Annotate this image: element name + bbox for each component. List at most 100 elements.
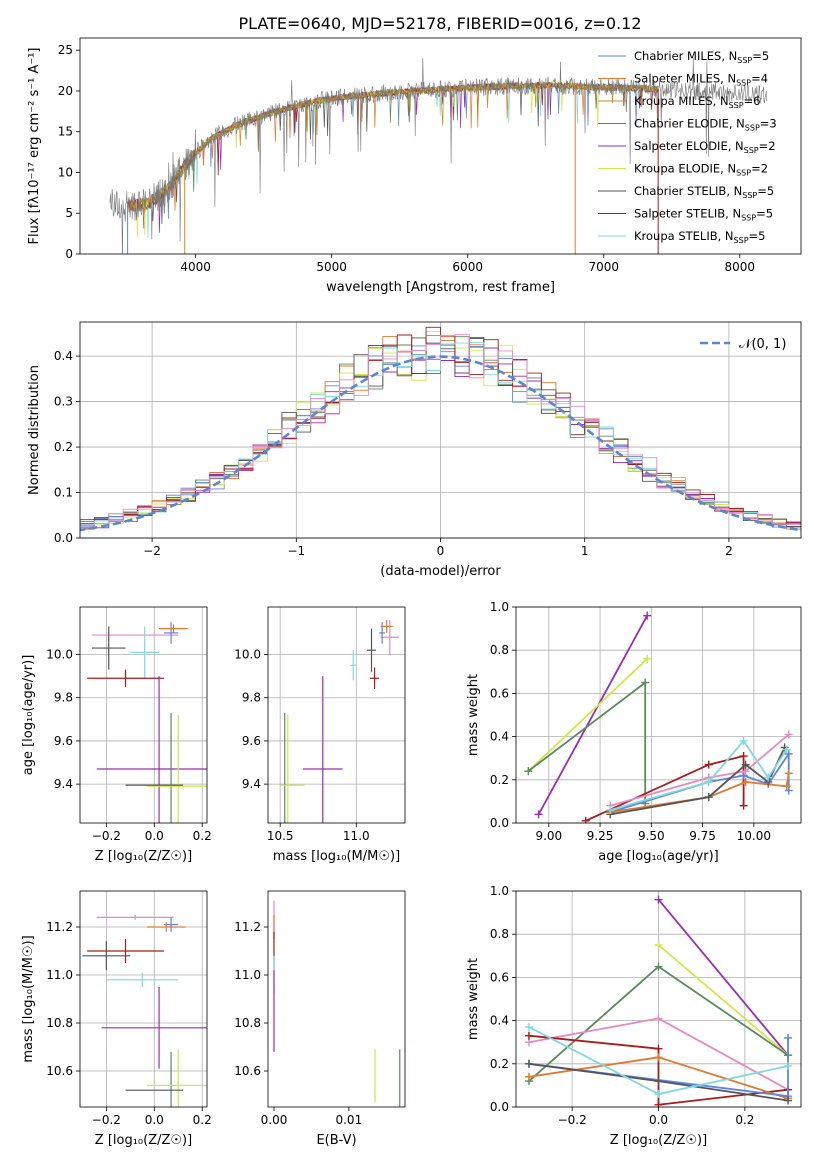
- observed-spectrum-line: [109, 57, 767, 254]
- y-tick-label: 10.8: [234, 1016, 261, 1030]
- plot-area: [280, 619, 399, 823]
- y-tick-label: 9.6: [54, 734, 73, 748]
- y-tick-label: 11.0: [234, 968, 261, 982]
- grid-lines: [80, 891, 207, 1107]
- weight-series-marker: [654, 962, 663, 971]
- y-tick-label: 25: [58, 43, 73, 57]
- grid-lines: [516, 606, 801, 824]
- x-tick-label: 8000: [725, 260, 756, 274]
- errorbar-point: [366, 628, 377, 672]
- y-axis-label: Normed distribution: [27, 365, 42, 495]
- y-tick-label: 10.8: [46, 1016, 73, 1030]
- grid-lines: [268, 607, 405, 823]
- y-tick-label: 9.8: [54, 691, 73, 705]
- x-tick-label: 11.0: [343, 829, 370, 843]
- weight-series-line: [610, 733, 790, 807]
- errorbar-point: [87, 669, 164, 687]
- x-tick-label: 10.5: [267, 829, 294, 843]
- legend-entry-label: Chabrier STELIB, NSSP=5: [634, 184, 774, 200]
- y-tick-label: 9.8: [242, 691, 261, 705]
- x-tick-label: −0.2: [92, 1113, 121, 1127]
- errorbar-point: [106, 972, 179, 987]
- y-tick-label: 0.1: [54, 486, 73, 500]
- weight-series-marker: [654, 1100, 663, 1107]
- y-tick-label: 0.0: [490, 816, 509, 830]
- weight-series-marker: [581, 816, 590, 823]
- y-tick-label: 10: [58, 165, 73, 179]
- y-tick-label: 9.6: [242, 734, 261, 748]
- weight-series-marker: [782, 782, 791, 791]
- weight-series-line: [528, 1034, 789, 1106]
- x-tick-label: 0.0: [145, 829, 164, 843]
- weight-series-marker: [524, 1023, 533, 1032]
- weight-series-marker: [704, 793, 713, 802]
- x-tick-label: −0.2: [558, 1113, 587, 1127]
- y-axis-label: age [log₁₀(age/yr)]: [21, 655, 36, 776]
- weight-series-marker: [782, 745, 791, 754]
- x-tick-label: 0.2: [193, 829, 212, 843]
- errorbar-point: [147, 922, 186, 932]
- panel-weight_vs_Z: −0.2 0.0 0.2 0.0 0.2 0.4 0.6 0.8 1.0 Z [log₁₀(Z/Z…: [466, 884, 802, 1148]
- errorbar-point: [163, 622, 179, 644]
- weight-series-marker: [643, 654, 652, 663]
- plot-area: [87, 622, 207, 823]
- x-tick-label: 5000: [316, 260, 347, 274]
- weight-series-marker: [704, 760, 713, 769]
- axes-frame: [515, 890, 802, 1108]
- legend-entry-label: Salpeter STELIB, NSSP=5: [634, 207, 773, 223]
- axes-frame: [79, 606, 208, 824]
- y-tick-label: 0.8: [490, 643, 509, 657]
- weight-series: [654, 941, 793, 1060]
- x-axis-label: Z [log₁₀(Z/Z☉)]: [95, 849, 192, 864]
- legend-entry-label: Kroupa MILES, NSSP=6: [634, 94, 760, 110]
- weight-series-marker: [534, 810, 543, 819]
- y-tick-label: 9.4: [242, 777, 261, 791]
- model-spectrum-line: [127, 81, 659, 214]
- x-tick-label: 2: [725, 544, 733, 558]
- weight-series: [606, 769, 793, 817]
- weight-series-marker: [654, 1014, 663, 1023]
- weight-series-marker: [741, 777, 750, 786]
- x-axis-label: E(B-V): [316, 1133, 356, 1148]
- plot-area: [82, 915, 207, 1107]
- x-tick-label: 9.50: [638, 829, 665, 843]
- legend-entry-label: 𝒩(0, 1): [739, 337, 786, 352]
- x-tick-label: 9.00: [535, 829, 562, 843]
- errorbar-point: [303, 676, 343, 823]
- grid-lines: [80, 607, 207, 823]
- model-spectrum-line: [127, 81, 659, 225]
- x-tick-label: 0: [437, 544, 445, 558]
- weight-series-marker: [784, 730, 793, 739]
- y-tick-label: 10.0: [46, 648, 73, 662]
- panel-weight_vs_age: 9.00 9.25 9.50 9.75 10.00 0.0 0.2 0.4 0.6 0.8 1.0 a…: [466, 600, 802, 864]
- y-tick-label: 0.0: [54, 531, 73, 545]
- weight-series-marker: [524, 1059, 533, 1068]
- y-tick-label: 11.0: [46, 968, 73, 982]
- legend-entry-label: Salpeter ELODIE, NSSP=2: [634, 139, 776, 155]
- model-spectrum-line: [127, 81, 659, 213]
- panel-age_vs_mass: 10.5 11.0 9.4 9.6 9.8 10.0 mass [log₁₀(M/M☉)]: [234, 606, 406, 864]
- y-axis-label: mass [log₁₀(M/M☉)]: [21, 935, 36, 1062]
- x-axis-label: age [log₁₀(age/yr)]: [598, 849, 719, 864]
- y-tick-label: 0.0: [490, 1100, 509, 1114]
- weight-series-marker: [606, 806, 615, 815]
- x-tick-label: 0.0: [649, 1113, 668, 1127]
- axes-frame: [267, 890, 406, 1108]
- errorbar-point: [350, 650, 357, 681]
- errorbar-point: [379, 622, 386, 644]
- legend-entry-label: Chabrier MILES, NSSP=5: [634, 49, 769, 65]
- y-tick-label: 10.0: [234, 648, 261, 662]
- model-spectrum-line: [127, 81, 659, 212]
- errorbar-point: [101, 987, 207, 1069]
- errorbar-point: [130, 626, 160, 679]
- weight-series: [524, 1023, 793, 1099]
- y-axis-label: mass weight: [466, 958, 481, 1040]
- figure-title: PLATE=0640, MJD=52178, FIBERID=0016, z=0…: [238, 14, 641, 33]
- x-axis-label: Z [log₁₀(Z/Z☉)]: [610, 1133, 707, 1148]
- x-tick-label: 0.2: [193, 1113, 212, 1127]
- x-tick-label: 9.25: [587, 829, 614, 843]
- legend-entry-label: Salpeter MILES, NSSP=4: [634, 72, 768, 88]
- x-tick-label: 0.01: [335, 1113, 362, 1127]
- x-tick-label: 9.75: [689, 829, 716, 843]
